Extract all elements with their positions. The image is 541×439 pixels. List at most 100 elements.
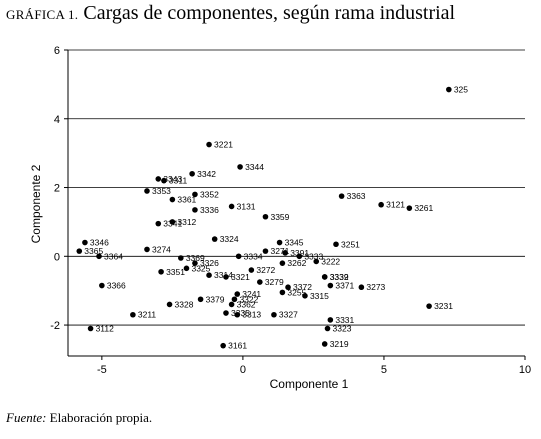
data-point <box>161 177 167 184</box>
data-point-label: 3351 <box>166 267 185 277</box>
data-point <box>248 267 255 273</box>
data-point-label: 3322 <box>239 294 258 304</box>
data-point-label: 3321 <box>231 272 250 282</box>
data-point <box>446 86 452 93</box>
grid <box>68 49 525 326</box>
data-point <box>321 274 328 280</box>
data-point-label: 3359 <box>270 212 289 222</box>
data-point-label: 3272 <box>256 265 275 275</box>
data-point-label: 3372 <box>293 282 312 292</box>
data-point <box>206 272 212 279</box>
data-point-label: 3323 <box>333 323 352 333</box>
data-point <box>169 219 176 225</box>
data-point-label: 3324 <box>220 234 239 244</box>
figure-title-text: Cargas de componentes, según rama indust… <box>83 2 456 24</box>
data-point-label: 3365 <box>84 246 103 256</box>
data-point-label: 3261 <box>414 203 433 213</box>
data-point <box>99 282 105 289</box>
data-point-label: 3332 <box>330 272 349 282</box>
data-point-label: 3335 <box>231 308 250 318</box>
y-tick-label: 2 <box>54 183 60 195</box>
figure-label: GRÁFICA 1. <box>6 7 79 22</box>
data-point-label: 3231 <box>434 301 453 311</box>
data-point-label: 3361 <box>177 195 196 205</box>
data-point <box>192 191 198 198</box>
data-point-label: 3279 <box>265 277 284 287</box>
data-point-label: 3326 <box>200 258 219 268</box>
data-point <box>237 164 243 170</box>
data-point <box>183 265 190 272</box>
data-point-label: 325 <box>454 85 468 95</box>
data-point-label: 3334 <box>244 251 263 261</box>
data-point-label: 3271 <box>270 246 289 256</box>
data-point <box>155 220 162 227</box>
data-point <box>282 250 289 256</box>
data-point-label: 3366 <box>107 281 126 291</box>
data-point <box>231 296 238 303</box>
data-point-label: 3345 <box>285 238 304 248</box>
data-point <box>96 253 102 260</box>
axes <box>64 49 526 360</box>
data-point <box>155 176 162 182</box>
x-tick-label: -5 <box>97 364 107 376</box>
data-point <box>296 253 303 260</box>
data-point <box>144 246 150 253</box>
data-point-label: 3333 <box>304 251 323 261</box>
data-point <box>406 205 413 211</box>
data-point-label: 3346 <box>90 238 109 248</box>
data-point <box>220 342 226 349</box>
data-point-label: 3313 <box>242 310 261 320</box>
data-point <box>82 239 88 246</box>
data-point <box>358 284 365 291</box>
data-point <box>262 213 269 220</box>
data-point-label: 3121 <box>386 200 405 210</box>
data-point-label: 3352 <box>200 189 219 199</box>
x-tick-label: 10 <box>519 364 531 376</box>
data-point <box>76 248 83 254</box>
data-point-label: 3274 <box>152 244 171 254</box>
data-point <box>426 303 432 309</box>
data-point <box>158 268 164 275</box>
data-point-label: 3222 <box>321 256 340 266</box>
data-point-label: 3362 <box>237 299 256 309</box>
data-point-label: 3369 <box>186 253 205 263</box>
data-point-label: 3262 <box>287 258 306 268</box>
data-point <box>333 241 339 248</box>
source-label: Fuente: <box>6 410 47 425</box>
data-point <box>276 239 283 246</box>
data-point-label: 3353 <box>152 186 171 196</box>
data-point-label: 3211 <box>138 310 157 320</box>
data-point-label: 3314 <box>214 270 233 280</box>
data-point-label: 3343 <box>163 174 182 184</box>
data-point <box>235 253 242 260</box>
data-point <box>192 260 198 266</box>
tick-labels: -2 0 2 4 6 -5 0 5 10 <box>50 45 531 376</box>
data-point-label: 3311 <box>169 176 188 186</box>
y-tick-label: 0 <box>54 251 60 263</box>
data-point-label: 3273 <box>366 282 385 292</box>
data-point <box>338 193 345 199</box>
data-point-label: 3219 <box>330 339 349 349</box>
data-point <box>87 325 94 332</box>
data-point <box>130 311 136 318</box>
data-point <box>166 301 173 308</box>
data-point <box>321 341 328 347</box>
data-point <box>262 248 269 254</box>
data-point <box>279 260 286 266</box>
data-point <box>228 301 235 308</box>
data-point <box>144 188 150 194</box>
data-point <box>178 255 184 261</box>
data-point <box>223 274 229 280</box>
source-note: Fuente: Elaboración propia. <box>6 410 152 426</box>
data-point-label: 3371 <box>335 281 354 291</box>
data-point-label: 3251 <box>341 239 360 249</box>
data-point-label: 3364 <box>104 251 123 261</box>
data-point-label: 3344 <box>245 162 264 172</box>
data-point-label: 3379 <box>206 294 225 304</box>
x-tick-label: 5 <box>381 364 387 376</box>
data-point <box>223 310 229 316</box>
x-axis-title: Componente 1 <box>270 377 349 391</box>
y-tick-label: -2 <box>50 320 60 332</box>
data-point <box>279 289 286 296</box>
